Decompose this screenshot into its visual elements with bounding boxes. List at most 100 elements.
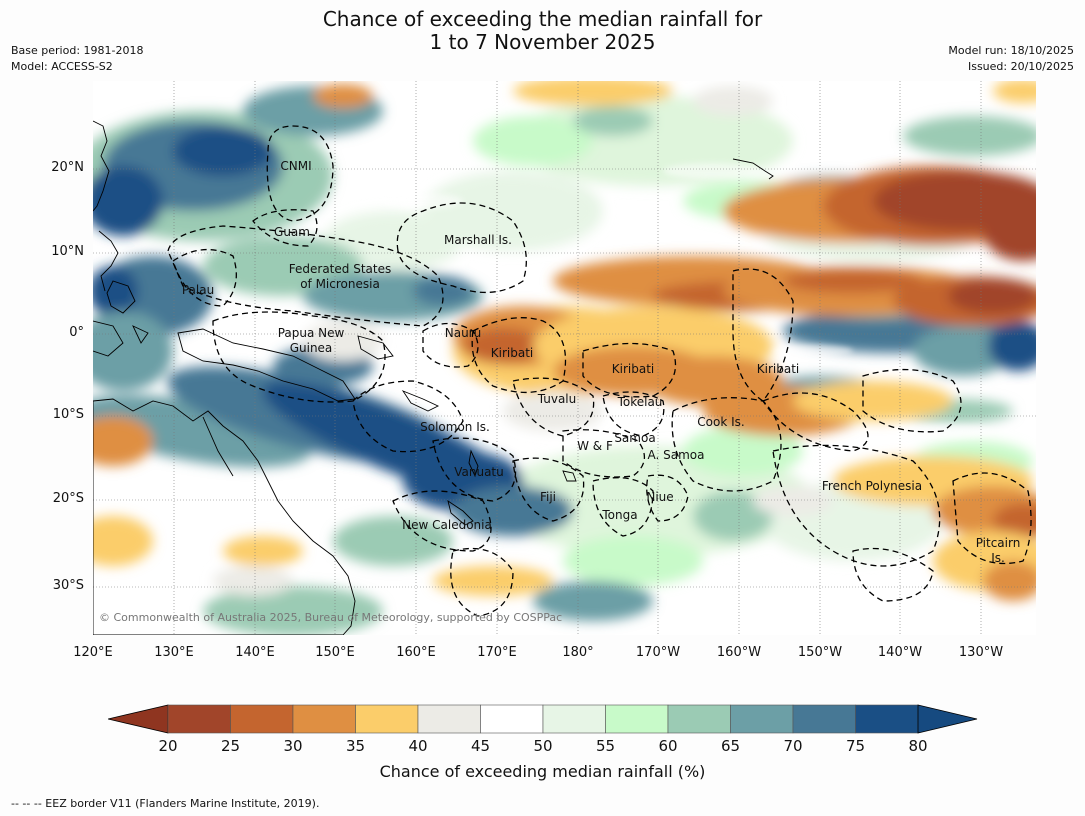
colorbar-segments bbox=[167, 704, 919, 734]
eez-niue bbox=[646, 474, 689, 522]
colorbar-tick: 55 bbox=[595, 737, 616, 755]
lon-label: 120°E bbox=[73, 645, 113, 660]
colorbar-segment bbox=[230, 704, 294, 734]
lon-label: 160°W bbox=[716, 645, 762, 660]
colorbar-tick: 40 bbox=[408, 737, 428, 755]
colorbar-segment bbox=[417, 704, 481, 734]
label-fsm-2: of Micronesia bbox=[300, 277, 380, 291]
chart-title: Chance of exceeding the median rainfall … bbox=[0, 8, 1085, 54]
lon-label: 170°E bbox=[477, 645, 517, 660]
lat-label: 20°S bbox=[52, 491, 84, 506]
label-kiribati-west: Kiribati bbox=[491, 346, 533, 360]
eez-french-polynesia bbox=[772, 444, 941, 567]
cape-york bbox=[202, 416, 234, 477]
label-palau: Palau bbox=[182, 283, 214, 297]
label-fsm-1: Federated States bbox=[289, 262, 391, 276]
eez-tonga bbox=[592, 477, 654, 537]
lon-label: 140°E bbox=[235, 645, 275, 660]
eez-kiribati-phoenix bbox=[582, 342, 677, 398]
eez-guam bbox=[252, 209, 318, 247]
meta-right: Model run: 18/10/2025 Issued: 20/10/2025 bbox=[948, 43, 1074, 75]
label-pitcairn-1: Pitcairn bbox=[976, 536, 1021, 550]
landmasses bbox=[93, 120, 774, 635]
label-wallis-futuna: W & F bbox=[577, 439, 613, 453]
colorbar-label: Chance of exceeding median rainfall (%) bbox=[379, 762, 706, 781]
colorbar-tick: 30 bbox=[283, 737, 303, 755]
colorbar-tick: 60 bbox=[658, 737, 678, 755]
eez-borders bbox=[167, 125, 1032, 617]
label-png-1: Papua New bbox=[278, 326, 345, 340]
colorbar-segment bbox=[667, 704, 731, 734]
eez-marquesas bbox=[862, 368, 962, 433]
colorbar-segment bbox=[167, 704, 231, 734]
meta-left: Base period: 1981-2018 Model: ACCESS-S2 bbox=[11, 43, 143, 75]
label-new-caledonia: New Caledonia bbox=[402, 518, 492, 532]
title-line-2: 1 to 7 November 2025 bbox=[429, 30, 656, 54]
halmahera bbox=[132, 325, 149, 344]
colorbar-high-extend bbox=[917, 704, 978, 734]
eez-norfolk bbox=[450, 547, 514, 617]
eez-cook bbox=[671, 397, 782, 492]
philippines-luzon bbox=[93, 120, 110, 212]
rainfall-map: CNMI Guam Marshall Is. Federated States … bbox=[93, 81, 1036, 635]
eez-kiribati-line bbox=[732, 268, 794, 402]
colorbar-low-extend bbox=[108, 704, 169, 734]
label-cnmi: CNMI bbox=[280, 159, 311, 173]
colorbar-segment bbox=[292, 704, 356, 734]
sulawesi bbox=[93, 320, 124, 357]
colorbar-segment bbox=[355, 704, 419, 734]
colorbar-tick: 20 bbox=[158, 737, 178, 755]
lat-label: 20°N bbox=[51, 160, 84, 175]
colorbar-tick: 65 bbox=[720, 737, 741, 755]
label-cook: Cook Is. bbox=[697, 415, 744, 429]
colorbar-segment bbox=[730, 704, 794, 734]
lat-label: 10°S bbox=[52, 407, 84, 422]
eez-footnote: -- -- -- EEZ border V11 (Flanders Marine… bbox=[11, 797, 320, 810]
lon-label: 180° bbox=[562, 645, 594, 660]
eez-tokelau bbox=[602, 391, 665, 437]
model-name: Model: ACCESS-S2 bbox=[11, 60, 113, 73]
colorbar-segment bbox=[855, 704, 919, 734]
eez-nauru bbox=[422, 322, 479, 368]
eez-samoa-wf bbox=[562, 429, 645, 478]
label-pitcairn-2: Is. bbox=[991, 551, 1005, 565]
vanuatu-land bbox=[468, 449, 479, 478]
lon-label: 130°W bbox=[958, 645, 1004, 660]
label-solomon: Solomon Is. bbox=[420, 420, 490, 434]
rainfall-field bbox=[93, 81, 1036, 635]
label-guam: Guam bbox=[274, 225, 310, 239]
model-run: Model run: 18/10/2025 bbox=[948, 44, 1074, 57]
base-period: Base period: 1981-2018 bbox=[11, 44, 144, 57]
label-tonga: Tonga bbox=[601, 508, 637, 522]
title-line-1: Chance of exceeding the median rainfall … bbox=[322, 7, 763, 31]
lat-label: 10°N bbox=[51, 244, 84, 259]
label-fiji: Fiji bbox=[540, 490, 556, 504]
eez-cnmi bbox=[266, 125, 334, 222]
eez-solomon bbox=[352, 380, 464, 453]
colorbar-tick: 45 bbox=[470, 737, 491, 755]
australia bbox=[93, 398, 356, 635]
lon-label: 130°E bbox=[154, 645, 194, 660]
eez-png bbox=[212, 311, 386, 403]
mindanao bbox=[106, 280, 136, 314]
label-tuvalu: Tuvalu bbox=[537, 392, 577, 406]
issued-date: Issued: 20/10/2025 bbox=[967, 60, 1074, 73]
lon-label: 160°E bbox=[396, 645, 436, 660]
colorbar-tick: 25 bbox=[220, 737, 241, 755]
label-french-polynesia: French Polynesia bbox=[822, 479, 922, 493]
colorbar-segment bbox=[480, 704, 544, 734]
eez-austral bbox=[852, 547, 934, 602]
label-american-samoa: A. Samoa bbox=[648, 448, 705, 462]
colorbar bbox=[108, 704, 978, 734]
eez-palau bbox=[172, 248, 237, 307]
label-samoa: Samoa bbox=[614, 431, 655, 445]
label-png-2: Guinea bbox=[290, 341, 333, 355]
colorbar-segment bbox=[542, 704, 606, 734]
label-niue: Niue bbox=[646, 490, 673, 504]
hawaii-islands bbox=[732, 158, 774, 180]
colorbar-segment bbox=[792, 704, 856, 734]
solomon-islands bbox=[401, 390, 440, 412]
colorbar-segment bbox=[605, 704, 669, 734]
lat-label: 30°S bbox=[52, 578, 84, 593]
eez-marshall bbox=[396, 202, 527, 294]
